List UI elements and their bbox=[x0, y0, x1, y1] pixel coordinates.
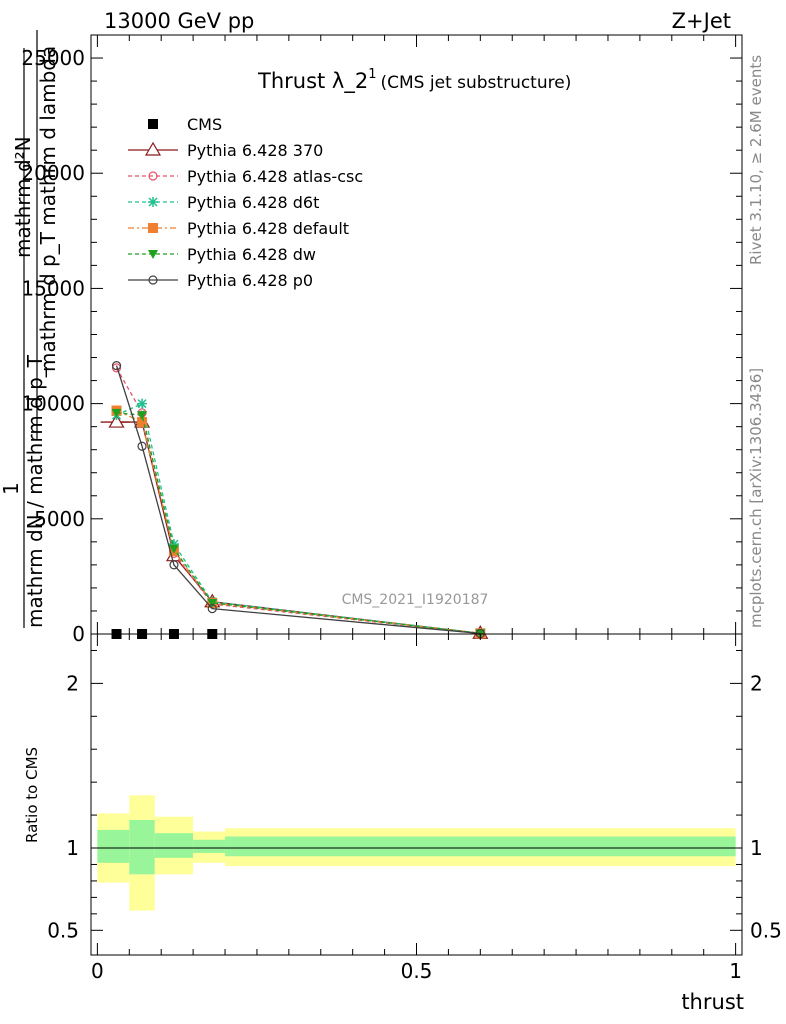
chart-title-sup: 1 bbox=[368, 67, 376, 82]
legend-entry: Pythia 6.428 p0 bbox=[128, 271, 313, 290]
data-point bbox=[207, 604, 217, 614]
data-point bbox=[108, 413, 125, 428]
series-5 bbox=[111, 408, 486, 639]
legend-entry: Pythia 6.428 370 bbox=[128, 141, 323, 160]
data-point bbox=[111, 361, 122, 371]
series-line bbox=[115, 365, 481, 635]
data-point bbox=[111, 408, 122, 418]
main-y-tick-label: 20000 bbox=[21, 161, 85, 185]
analysis-watermark: CMS_2021_I1920187 bbox=[342, 592, 489, 608]
x-axis-label: thrust bbox=[681, 990, 744, 1014]
ratio-inner-band bbox=[129, 820, 155, 875]
legend-marker bbox=[144, 141, 162, 156]
data-point bbox=[111, 363, 122, 373]
y-label-line1: mathrm d²N bbox=[11, 136, 35, 258]
legend-label: Pythia 6.428 atlas-csc bbox=[187, 167, 363, 186]
data-point bbox=[137, 441, 147, 451]
rivet-label: Rivet 3.1.10, ≥ 2.6M events bbox=[747, 55, 765, 265]
y-label-line1-den: mathrm d p_T mathrm d lambda bbox=[36, 46, 60, 372]
legend-label: Pythia 6.428 370 bbox=[187, 141, 323, 160]
main-y-tick-label: 15000 bbox=[21, 276, 85, 300]
chart-subtitle: (CMS jet substructure) bbox=[381, 73, 572, 93]
legend: CMS Pythia 6.428 370 Pythia 6.428 atlas-cs… bbox=[128, 115, 363, 290]
ratio-panel-frame bbox=[90, 633, 743, 956]
legend-label: Pythia 6.428 default bbox=[187, 219, 349, 238]
ratio-y-tick-label: 2 bbox=[66, 671, 79, 695]
data-point bbox=[137, 417, 148, 428]
data-point bbox=[207, 598, 218, 608]
x-tick-label: 0 bbox=[91, 959, 104, 983]
legend-marker bbox=[148, 223, 158, 233]
legend-entry: Pythia 6.428 dw bbox=[128, 245, 316, 264]
ratio-x-ticks: 0 0.5 1 bbox=[91, 634, 742, 983]
ratio-inner-band bbox=[225, 836, 736, 857]
ratio-inner-band bbox=[154, 833, 194, 858]
ratio-inner-band bbox=[97, 829, 130, 863]
legend-label: CMS bbox=[187, 115, 222, 134]
legend-label: Pythia 6.428 p0 bbox=[187, 271, 313, 290]
main-series-group bbox=[100, 361, 489, 639]
main-x-ticks bbox=[96, 35, 737, 634]
ratio-y-tick-label: 1 bbox=[66, 836, 79, 860]
legend-entry: Pythia 6.428 atlas-csc bbox=[128, 167, 363, 186]
legend-marker bbox=[148, 119, 158, 129]
main-y-tick-label: 5000 bbox=[34, 507, 85, 531]
data-point bbox=[137, 411, 148, 421]
legend-marker bbox=[148, 171, 158, 181]
legend-label: Pythia 6.428 d6t bbox=[187, 193, 319, 212]
ratio-y-tick-label-right: 1 bbox=[750, 836, 763, 860]
data-point bbox=[169, 560, 179, 570]
legend-marker bbox=[148, 275, 158, 285]
x-tick-label: 0.5 bbox=[401, 959, 433, 983]
ratio-inner-band bbox=[193, 839, 226, 853]
legend-entry: CMS bbox=[148, 115, 222, 134]
ratio-y-ticks: 0.5 0.5 1 1 2 2 bbox=[47, 649, 782, 942]
mcplots-label: mcplots.cern.ch [arXiv:1306.3436] bbox=[747, 368, 765, 628]
data-point bbox=[137, 398, 148, 409]
main-y-axis-label: mathrm d²N mathrm d p_T mathrm d lambda … bbox=[0, 30, 60, 628]
data-point bbox=[168, 544, 179, 554]
series-line bbox=[116, 402, 481, 634]
y-label-line2-den: mathrm dN / mathrm d p_T bbox=[23, 354, 47, 628]
legend-label: Pythia 6.428 dw bbox=[187, 245, 316, 264]
header-right: Z+Jet bbox=[672, 9, 731, 33]
main-y-tick-label: 25000 bbox=[21, 46, 85, 70]
chart-title: Thrust λ_21 (CMS jet substructure) bbox=[257, 67, 571, 94]
ratio-y-tick-label: 0.5 bbox=[47, 918, 79, 942]
ratio-y-tick-label-right: 0.5 bbox=[750, 918, 782, 942]
legend-marker bbox=[148, 250, 158, 259]
y-label-line2-num: 1 bbox=[0, 482, 23, 495]
data-point bbox=[168, 539, 179, 550]
header-left: 13000 GeV pp bbox=[104, 9, 254, 33]
main-y-ticks: 0 5000 10000 15000 20000 25000 bbox=[21, 46, 742, 646]
legend-marker bbox=[148, 197, 158, 207]
main-y-tick-label: 0 bbox=[72, 622, 85, 646]
legend-entry: Pythia 6.428 d6t bbox=[128, 193, 319, 212]
legend-entry: Pythia 6.428 default bbox=[128, 219, 349, 238]
x-tick-label: 1 bbox=[729, 959, 742, 983]
chart-title-main: Thrust λ_2 bbox=[257, 69, 368, 94]
ratio-bands-group bbox=[97, 795, 736, 911]
ratio-y-label: Ratio to CMS bbox=[23, 747, 41, 843]
main-y-tick-label: 10000 bbox=[21, 392, 85, 416]
ratio-y-tick-label-right: 2 bbox=[750, 671, 763, 695]
